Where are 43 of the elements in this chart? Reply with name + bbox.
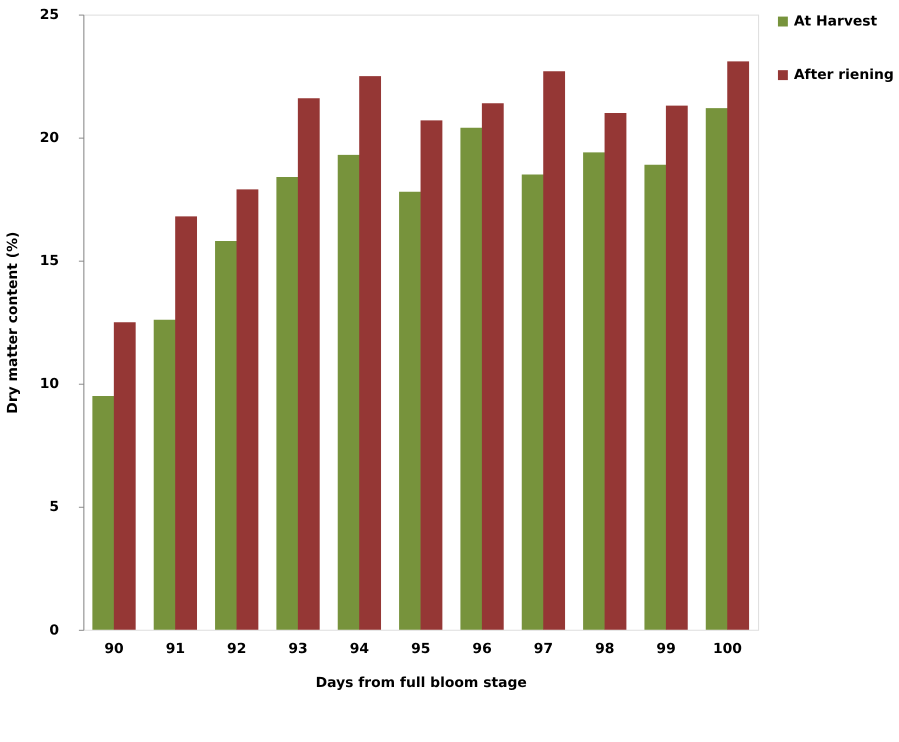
bar <box>706 108 728 630</box>
x-tick-label: 92 <box>227 641 246 658</box>
x-tick-label: 95 <box>411 641 430 658</box>
legend-label: After riening <box>794 67 894 84</box>
bar <box>420 120 442 630</box>
x-tick-label: 93 <box>288 641 308 658</box>
x-tick-label: 94 <box>350 641 370 658</box>
x-tick-label: 100 <box>712 641 742 658</box>
bar <box>338 154 360 630</box>
bar <box>460 128 482 630</box>
y-tick-label: 20 <box>40 130 60 146</box>
x-tick-label: 97 <box>534 641 554 658</box>
bar <box>583 152 605 630</box>
x-tick-label: 98 <box>595 641 614 658</box>
bar <box>236 189 258 630</box>
bar <box>666 106 688 630</box>
y-axis-title: Dry matter content (%) <box>4 232 21 414</box>
y-tick-label: 10 <box>40 376 60 392</box>
y-tick-label: 25 <box>40 7 60 24</box>
y-tick-label: 15 <box>40 253 60 270</box>
bar <box>482 103 504 630</box>
x-tick-label: 96 <box>472 641 492 658</box>
x-tick-label: 90 <box>104 641 124 658</box>
bar <box>644 164 666 630</box>
bar <box>114 322 136 630</box>
y-tick-label: 0 <box>49 622 60 638</box>
bar <box>154 320 176 630</box>
bar <box>92 396 114 630</box>
bar <box>276 177 298 630</box>
bar <box>543 71 566 630</box>
x-tick-label: 99 <box>656 641 676 658</box>
bar <box>604 113 626 630</box>
bar <box>399 192 421 630</box>
y-tick-label: 5 <box>49 499 60 516</box>
legend-label: At Harvest <box>794 14 878 30</box>
bar <box>215 240 237 630</box>
x-tick-label: 91 <box>166 641 186 658</box>
bar <box>298 98 320 630</box>
x-axis-title: Days from full bloom stage <box>316 674 527 691</box>
bar <box>175 216 198 630</box>
bar <box>522 174 544 630</box>
bar <box>359 76 382 630</box>
bar <box>727 61 750 630</box>
